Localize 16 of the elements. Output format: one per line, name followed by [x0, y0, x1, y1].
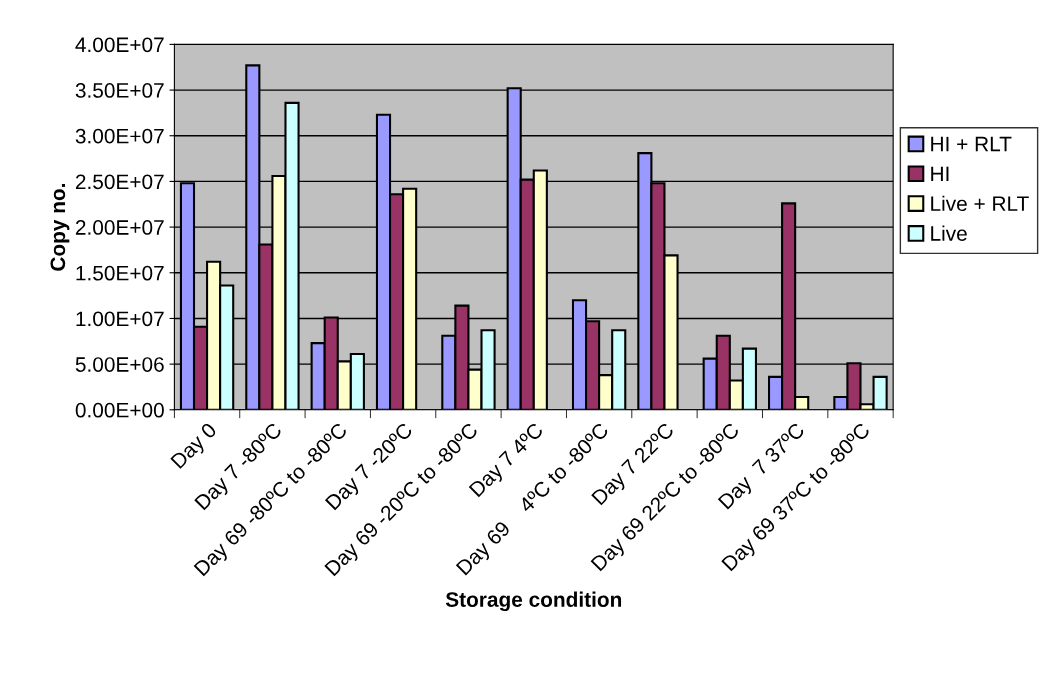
y-tick-label: 3.50E+07: [75, 83, 164, 98]
y-tick-label: 0.00E+00: [75, 402, 164, 418]
legend-label: HI: [931, 166, 949, 182]
x-tick-label: Day 0: [170, 421, 221, 472]
y-tick-label: 1.50E+07: [76, 265, 164, 281]
y-tick-label: 2.00E+07: [75, 220, 164, 235]
x-axis-title: Storage condition: [445, 591, 622, 612]
y-axis-title: Copy no.: [50, 183, 70, 271]
y-tick-label: 3.00E+07: [75, 128, 164, 144]
legend-label: Live + RLT: [931, 195, 1029, 212]
y-tick-label: 5.00E+06: [75, 357, 164, 372]
y-tick-label: 2.50E+07: [75, 174, 164, 190]
y-tick-label: 4.00E+07: [75, 37, 164, 53]
legend-label: HI + RLT: [931, 136, 1012, 152]
legend-label: Live: [931, 225, 967, 241]
y-tick-label: 1.00E+07: [76, 311, 164, 327]
